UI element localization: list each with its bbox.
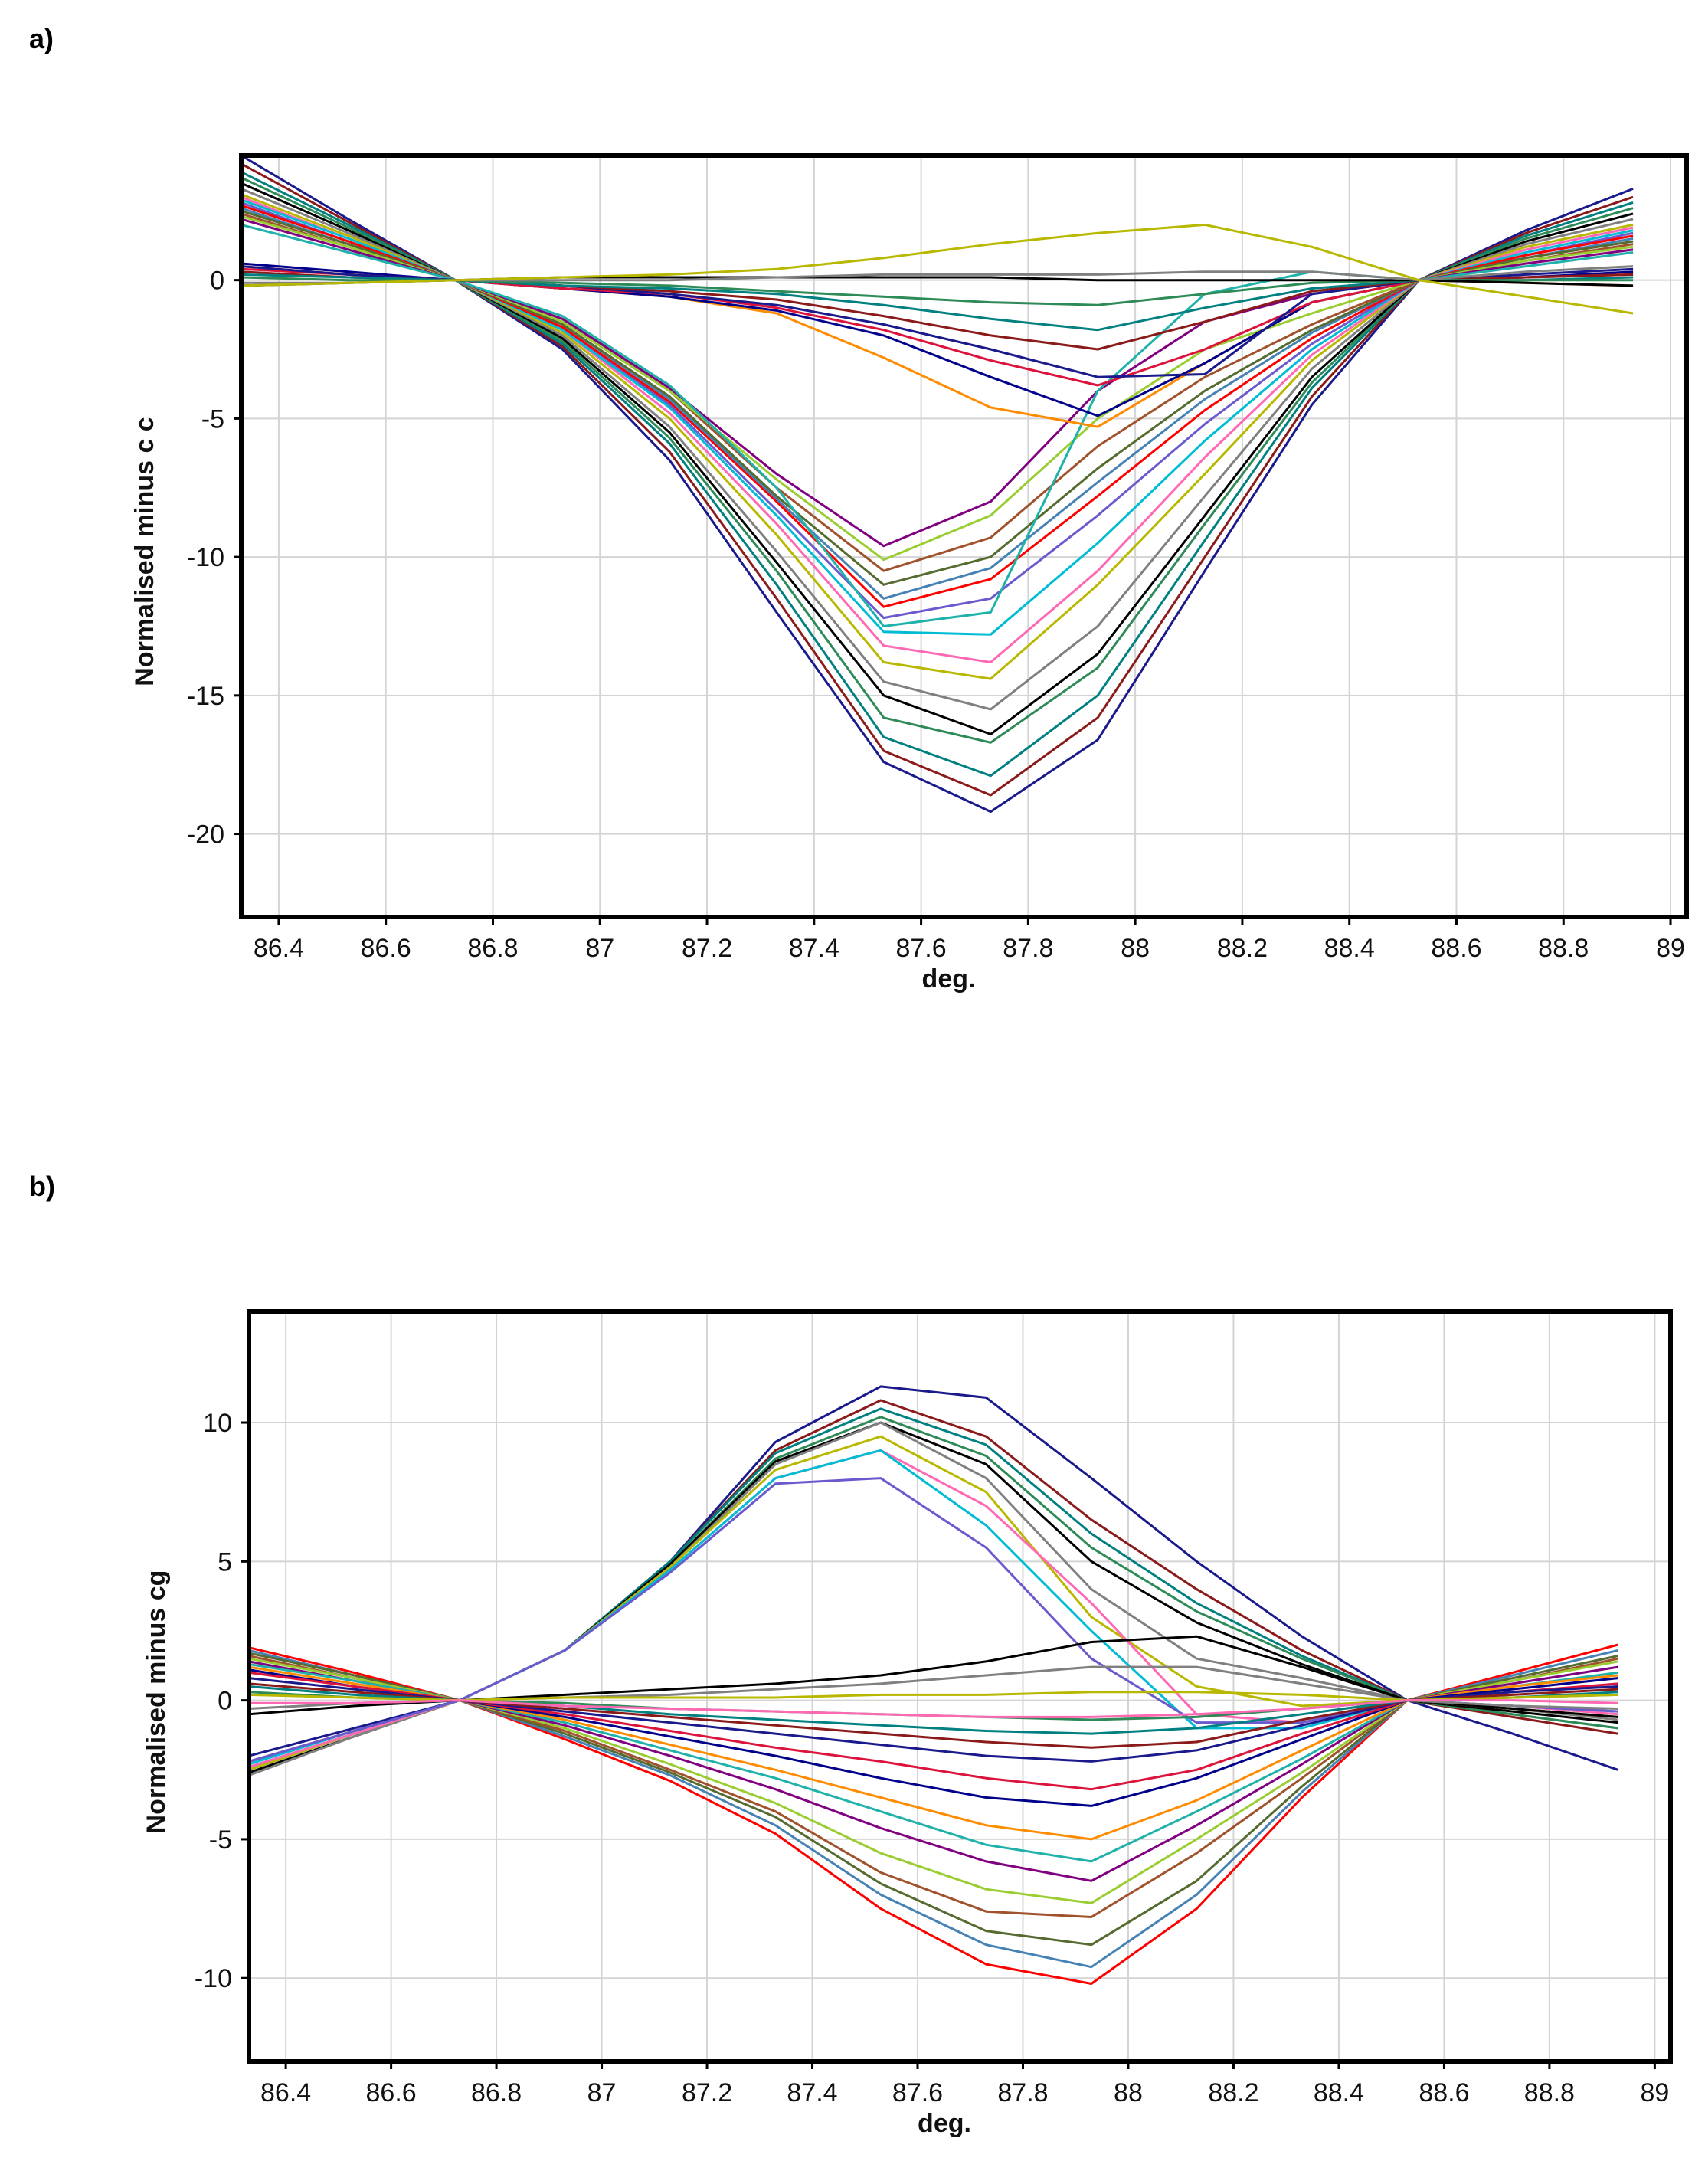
x-axis-label: deg. [922,964,976,994]
x-tick-label: 87 [587,2078,617,2107]
series-line-s27 [241,223,1634,315]
y-tick-label: -5 [209,1825,232,1855]
x-tick-label: 89 [1656,934,1685,963]
series-group [241,156,1634,814]
series-line-f3 [249,1691,1618,1702]
y-tick-label: -5 [201,404,224,434]
x-tick-label: 88 [1114,2078,1143,2107]
y-tick-label: -10 [187,543,224,572]
x-tick-label: 89 [1640,2078,1669,2107]
x-axis-label: deg. [918,2109,971,2138]
x-tick-label: 86.4 [260,2078,311,2107]
x-tick-label: 87.6 [892,2078,943,2107]
x-tick-label: 88.6 [1431,934,1481,963]
x-tick-label: 87.8 [1003,934,1053,963]
x-tick-label: 88.8 [1524,2078,1575,2107]
x-tick-label: 88.4 [1314,2078,1364,2107]
panel-b-label: b) [29,1171,55,1202]
y-tick-label: 10 [203,1409,232,1438]
x-tick-label: 86.6 [361,934,411,963]
y-tick-label: -20 [187,820,224,850]
x-tick-label: 87.8 [997,2078,1048,2107]
x-tick-label: 87.6 [895,934,946,963]
x-tick-label: 86.8 [467,934,518,963]
x-tick-label: 86.8 [471,2078,522,2107]
x-tick-label: 88.2 [1208,2078,1258,2107]
x-tick-label: 86.6 [366,2078,417,2107]
series-group [249,1385,1618,1985]
y-tick-label: 0 [210,267,224,296]
y-axis-label: Normalised minus cg [142,1570,171,1834]
y-tick-label: -10 [195,1964,232,1993]
plot-frame [247,1309,1673,2064]
plot-frame [239,153,1689,919]
x-tick-label: 87.4 [789,934,839,963]
y-tick-label: 0 [218,1687,232,1716]
x-tick-label: 88.8 [1538,934,1589,963]
x-tick-label: 86.4 [254,934,304,963]
chart-b: 86.4 86.6 86.8 87 87.2 87.4 87.6 87.8 88 88.2 88.4… [142,1309,1673,2138]
series-line-f4 [249,1699,1618,1718]
chart-a: 86.4 86.6 86.8 87 87.2 87.4 87.6 87.8 88 88.2 88.4… [130,153,1689,994]
x-tick-label: 88.6 [1419,2078,1469,2107]
y-tick-label: -15 [187,682,224,711]
y-axis-label: Normalised minus c c [130,417,159,686]
x-tick-label: 87.2 [682,934,732,963]
panel-a-label: a) [29,23,54,54]
x-tick-label: 88.4 [1324,934,1375,963]
x-tick-label: 87 [585,934,614,963]
y-tick-label: 5 [218,1547,232,1577]
x-tick-label: 87.2 [682,2078,732,2107]
x-tick-label: 88 [1121,934,1150,963]
x-tick-label: 88.2 [1217,934,1268,963]
x-tick-label: 87.4 [787,2078,837,2107]
